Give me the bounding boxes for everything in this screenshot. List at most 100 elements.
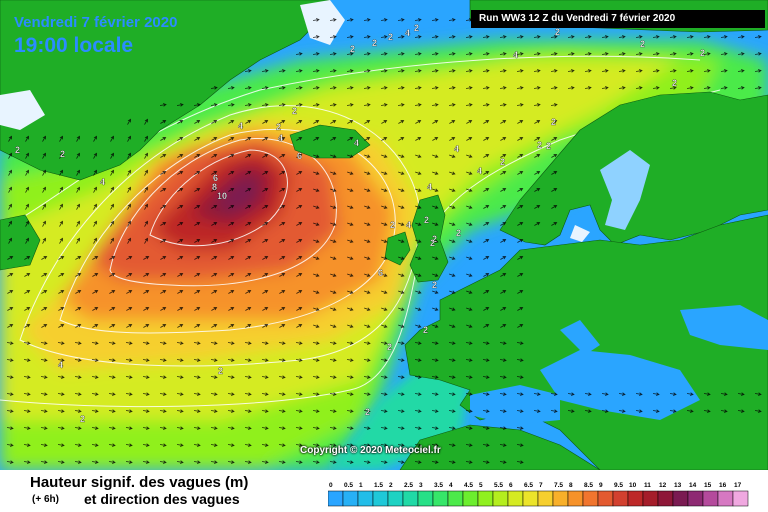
direction-arrow — [261, 341, 269, 345]
direction-arrow — [279, 256, 286, 260]
direction-arrow — [652, 35, 660, 39]
direction-arrow — [703, 392, 711, 396]
direction-arrow — [415, 222, 422, 226]
direction-arrow — [381, 273, 388, 277]
wave-field — [0, 40, 768, 470]
direction-arrow — [245, 239, 252, 243]
direction-arrow — [483, 273, 490, 277]
direction-arrow — [59, 203, 63, 210]
direction-arrow — [483, 324, 490, 328]
direction-arrow — [23, 375, 31, 379]
direction-arrow — [143, 273, 150, 277]
direction-arrow — [91, 426, 99, 430]
scale-tick-label: 7.5 — [554, 482, 563, 489]
direction-arrow — [517, 256, 524, 260]
direction-arrow — [194, 239, 201, 243]
direction-arrow — [551, 120, 558, 124]
direction-arrow — [534, 188, 541, 192]
direction-arrow — [364, 120, 371, 124]
direction-arrow — [415, 239, 422, 243]
direction-arrow — [618, 35, 626, 39]
direction-arrow — [330, 154, 337, 158]
direction-arrow — [431, 35, 439, 39]
direction-arrow — [380, 426, 388, 430]
direction-arrow — [398, 188, 405, 192]
direction-arrow — [516, 460, 524, 464]
contour-label: 4 — [454, 144, 459, 154]
direction-arrow — [534, 154, 541, 158]
direction-arrow — [211, 222, 218, 226]
direction-arrow — [499, 358, 507, 362]
direction-arrow — [346, 103, 354, 107]
legend-subtitle: et direction des vagues — [84, 491, 240, 507]
direction-arrow — [93, 237, 97, 244]
direction-arrow — [364, 137, 371, 141]
direction-arrow — [414, 103, 422, 107]
inland-seas — [470, 150, 768, 425]
direction-arrow — [448, 103, 456, 107]
direction-arrow — [91, 409, 99, 413]
direction-arrow — [431, 443, 439, 447]
contour-label: 6 — [213, 173, 218, 183]
direction-arrow — [228, 205, 235, 209]
direction-arrow — [330, 324, 337, 328]
direction-arrow — [448, 35, 456, 39]
direction-arrow — [278, 86, 286, 90]
direction-arrow — [210, 375, 218, 379]
direction-arrow — [125, 358, 133, 362]
direction-arrow — [57, 392, 65, 396]
direction-arrow — [448, 426, 456, 430]
direction-arrow — [482, 52, 490, 56]
direction-arrow — [110, 203, 114, 210]
direction-arrow — [415, 171, 422, 175]
direction-arrow — [449, 137, 456, 141]
direction-arrow — [686, 392, 694, 396]
direction-arrow — [329, 409, 337, 413]
direction-arrow — [754, 409, 762, 413]
direction-arrow — [414, 341, 422, 345]
direction-arrow — [279, 188, 286, 192]
direction-arrow — [210, 426, 218, 430]
direction-arrow — [517, 307, 524, 311]
direction-arrow — [466, 307, 473, 311]
direction-arrow — [482, 86, 490, 90]
direction-arrow — [551, 205, 558, 209]
scale-swatch — [702, 490, 719, 507]
direction-arrow — [160, 154, 167, 158]
direction-arrow — [193, 375, 201, 379]
direction-arrow — [93, 152, 97, 159]
direction-arrow — [398, 222, 405, 226]
direction-arrow — [347, 222, 354, 226]
direction-arrow — [57, 460, 65, 464]
direction-arrow — [295, 341, 303, 345]
contour-label: 2 — [350, 44, 355, 54]
direction-arrow — [482, 392, 490, 396]
direction-arrow — [380, 69, 388, 73]
direction-arrow — [601, 69, 609, 73]
direction-arrow — [449, 188, 456, 192]
direction-arrow — [431, 86, 439, 90]
direction-arrow — [618, 86, 626, 90]
direction-arrow — [466, 222, 473, 226]
scale-swatch — [372, 490, 389, 507]
direction-arrow — [754, 69, 762, 73]
direction-arrow — [381, 205, 388, 209]
direction-arrow — [262, 256, 269, 260]
direction-arrow — [278, 409, 286, 413]
direction-arrow — [42, 203, 46, 210]
direction-arrow — [93, 135, 97, 142]
direction-arrow — [176, 443, 184, 447]
direction-arrow — [7, 290, 14, 294]
direction-arrow — [363, 18, 371, 22]
direction-arrow — [176, 341, 184, 345]
scale-swatch — [328, 490, 344, 507]
direction-arrow — [720, 35, 728, 39]
direction-arrow — [398, 290, 405, 294]
direction-arrow — [432, 290, 439, 294]
direction-arrow — [91, 375, 99, 379]
direction-arrow — [346, 426, 354, 430]
direction-arrow — [278, 341, 286, 345]
direction-arrow — [414, 392, 422, 396]
direction-arrow — [737, 86, 745, 90]
contour-label: 2 — [423, 325, 428, 335]
